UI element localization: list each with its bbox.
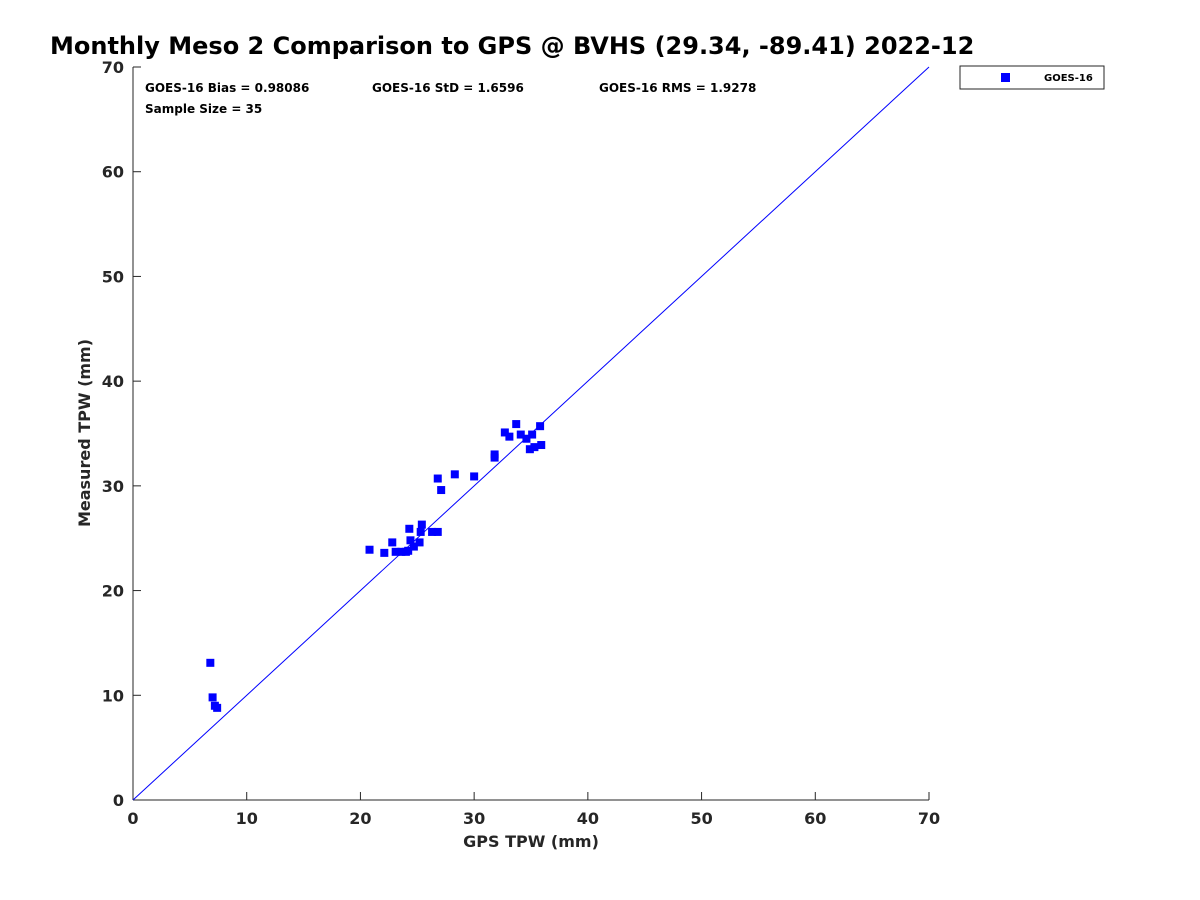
y-tick-label: 60 (102, 163, 124, 182)
y-tick-label: 50 (102, 267, 124, 286)
y-axis-label: Measured TPW (mm) (75, 339, 94, 527)
data-point (365, 545, 374, 554)
data-point (490, 450, 499, 459)
x-tick-label: 20 (349, 809, 371, 828)
data-point (405, 524, 414, 533)
axes (132, 67, 929, 801)
legend-label: GOES-16 (1044, 73, 1093, 84)
bias-annotation: GOES-16 Bias = 0.98086 (145, 81, 309, 95)
data-point (437, 486, 446, 495)
data-point (433, 527, 442, 536)
y-tick-label: 10 (102, 686, 124, 705)
data-point (380, 548, 389, 557)
std-annotation: GOES-16 StD = 1.6596 (372, 81, 524, 95)
data-point (428, 527, 437, 536)
data-point (213, 703, 222, 712)
x-tick-label: 70 (918, 809, 940, 828)
y-tick-label: 20 (102, 582, 124, 601)
rms-annotation: GOES-16 RMS = 1.9278 (599, 81, 756, 95)
x-tick-label: 40 (577, 809, 599, 828)
ticks: 0 10 20 30 40 50 60 70 0 10 20 30 40 50 60 70 (102, 58, 940, 828)
data-point (530, 443, 539, 452)
data-point (470, 472, 479, 481)
data-point (417, 520, 426, 529)
data-point (208, 693, 217, 702)
data-point (522, 434, 531, 443)
sample-size-annotation: Sample Size = 35 (145, 102, 262, 116)
data-point (505, 432, 514, 441)
data-point (450, 470, 459, 479)
data-point (415, 538, 424, 547)
x-tick-label: 30 (463, 809, 485, 828)
y-tick-label: 70 (102, 58, 124, 77)
y-tick-label: 30 (102, 477, 124, 496)
x-tick-label: 50 (690, 809, 712, 828)
chart-title: Monthly Meso 2 Comparison to GPS @ BVHS … (50, 32, 974, 60)
data-point (528, 430, 537, 439)
data-point (512, 420, 521, 429)
data-point (433, 474, 442, 483)
y-tick-label: 0 (113, 791, 124, 810)
legend: GOES-16 (959, 65, 1105, 90)
legend-box (959, 65, 1105, 90)
data-point (537, 441, 546, 450)
data-point (391, 547, 400, 556)
x-axis-label: GPS TPW (mm) (463, 832, 599, 851)
data-point (516, 430, 525, 439)
y-tick-label: 40 (102, 372, 124, 391)
data-point (500, 428, 509, 437)
x-tick-label: 10 (236, 809, 258, 828)
data-point (536, 422, 545, 431)
data-point (406, 536, 415, 545)
data-point (525, 445, 534, 454)
data-point (388, 538, 397, 547)
legend-marker-icon (1001, 73, 1010, 82)
data-point (416, 527, 425, 536)
data-points (206, 420, 546, 712)
data-point (409, 542, 418, 551)
data-point (397, 547, 406, 556)
x-tick-label: 0 (127, 809, 138, 828)
x-tick-label: 60 (804, 809, 826, 828)
data-point (206, 658, 215, 667)
data-point (404, 546, 413, 555)
